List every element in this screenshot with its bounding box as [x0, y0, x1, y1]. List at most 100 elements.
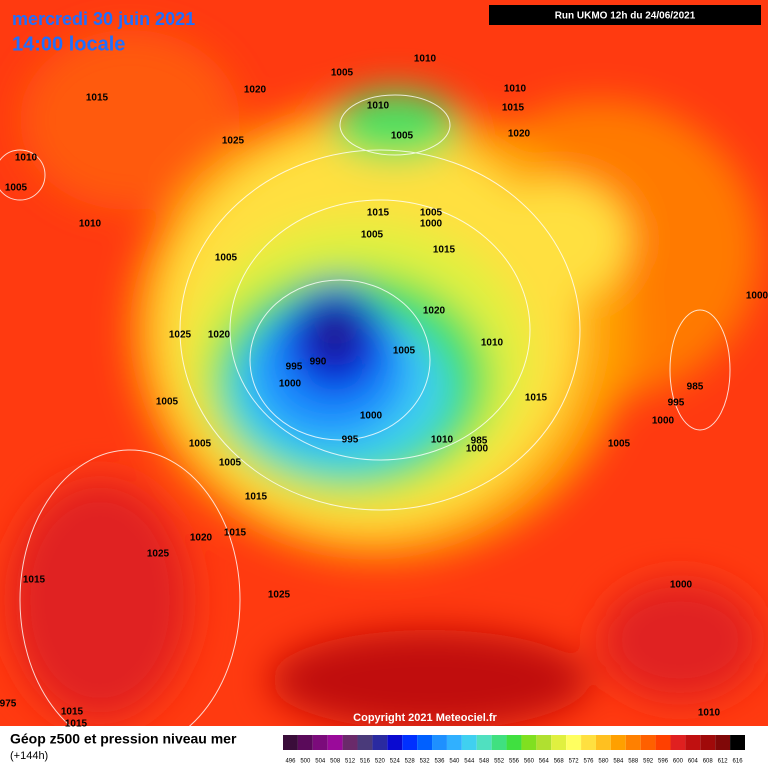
legend-swatch — [312, 735, 328, 750]
isobar-label: 1015 — [502, 103, 525, 114]
legend-swatch — [446, 735, 462, 750]
isobar-label: 1015 — [65, 719, 88, 730]
isobar-label: 985 — [471, 436, 488, 447]
legend-label: 528 — [405, 759, 416, 765]
legend-swatch — [402, 735, 418, 750]
legend-label: 532 — [420, 759, 431, 765]
isobar-label: 1005 — [361, 230, 384, 241]
legend-swatch — [432, 735, 447, 750]
date: mercredi 30 juin 2021 — [12, 9, 195, 29]
legend-swatch — [730, 735, 745, 750]
isobar-label: 1015 — [367, 208, 390, 219]
legend-label: 616 — [733, 759, 744, 765]
legend-label: 576 — [584, 759, 595, 765]
isobar-label: 1015 — [433, 245, 456, 256]
isobar-label: 1005 — [393, 346, 416, 357]
legend-swatch — [417, 735, 433, 750]
isobar-label: 990 — [310, 357, 327, 368]
isobar-label: 1005 — [156, 397, 179, 408]
isobar-label: 1005 — [215, 253, 238, 264]
legend-label: 556 — [509, 759, 520, 765]
legend-label: 596 — [658, 759, 669, 765]
isobar-label: 1020 — [244, 85, 267, 96]
isobar-label: 1005 — [391, 131, 414, 142]
legend-label: 572 — [569, 759, 580, 765]
legend-swatch — [670, 735, 686, 750]
isobar-label: 1015 — [525, 393, 548, 404]
legend-label: 580 — [598, 759, 609, 765]
legend-swatch — [342, 735, 358, 750]
legend-swatch — [700, 735, 716, 750]
legend-label: 588 — [628, 759, 639, 765]
legend-swatch — [476, 735, 492, 750]
legend-label: 536 — [434, 759, 445, 765]
isobar-label: 995 — [286, 362, 303, 373]
legend-label: 584 — [613, 759, 624, 765]
legend-label: 604 — [688, 759, 699, 765]
legend-label: 612 — [718, 759, 729, 765]
isobar-label: 1015 — [224, 528, 247, 539]
legend-swatch — [640, 735, 656, 750]
isobar-label: 1000 — [420, 219, 443, 230]
isobar-label: 1005 — [331, 68, 354, 79]
legend-label: 608 — [703, 759, 714, 765]
isobar-label: 1010 — [431, 435, 454, 446]
legend-swatch — [283, 735, 298, 750]
legend-label: 540 — [449, 759, 460, 765]
legend-label: 524 — [390, 759, 401, 765]
legend-swatch — [715, 735, 731, 750]
isobar-label: 1020 — [190, 533, 213, 544]
legend-swatch — [566, 735, 582, 750]
legend-swatch — [655, 735, 671, 750]
isobar-label: 1010 — [481, 338, 504, 349]
isobar-label: 1015 — [61, 707, 84, 718]
legend-swatch — [595, 735, 611, 750]
isobar-label: 1005 — [189, 439, 212, 450]
legend-swatch — [372, 735, 388, 750]
legend-label: 512 — [345, 759, 356, 765]
isobar-label: 1000 — [652, 416, 675, 427]
isobar-label: 1020 — [508, 129, 531, 140]
legend-swatch — [387, 735, 403, 750]
legend-label: 560 — [524, 759, 535, 765]
isobar-label: 1010 — [414, 54, 437, 65]
legend-swatch — [536, 735, 552, 750]
isobar-label: 1000 — [670, 580, 693, 591]
isobar-label: 1000 — [279, 379, 302, 390]
isobar-label: 975 — [0, 699, 17, 710]
run-info: Run UKMO 12h du 24/06/2021 — [555, 11, 696, 22]
isobar-label: 985 — [687, 382, 704, 393]
legend-swatch — [581, 735, 596, 750]
legend-swatch — [521, 735, 537, 750]
isobar-label: 1010 — [698, 708, 721, 719]
legend-swatch — [685, 735, 701, 750]
isobar-label: 1025 — [147, 549, 170, 560]
run-box — [489, 5, 761, 25]
legend-label: 552 — [494, 759, 505, 765]
isobar-label: 1015 — [245, 492, 268, 503]
legend-label: 564 — [539, 759, 550, 765]
legend-swatch — [491, 735, 507, 750]
legend-swatch — [461, 735, 477, 750]
isobar-label: 1020 — [423, 306, 446, 317]
isobar-label: 995 — [668, 398, 685, 409]
isobar-label: 1025 — [222, 136, 245, 147]
legend-label: 568 — [554, 759, 565, 765]
legend-label: 508 — [330, 759, 341, 765]
isobar-label: 1005 — [219, 458, 242, 469]
legend-swatch — [297, 735, 313, 750]
legend-label: 600 — [673, 759, 684, 765]
isobar-label: 1010 — [367, 101, 390, 112]
legend-label: 544 — [464, 759, 475, 765]
legend-swatch — [610, 735, 626, 750]
local-time: 14:00 locale — [12, 33, 125, 55]
isobar-label: 1000 — [746, 291, 768, 302]
isobar-label: 1005 — [608, 439, 631, 450]
isobar-label: 1010 — [504, 84, 527, 95]
forecast-lead: (+144h) — [10, 750, 48, 762]
isobar-label: 1025 — [169, 330, 192, 341]
legend-swatch — [327, 735, 343, 750]
isobar-label: 995 — [342, 435, 359, 446]
isobar-label: 1015 — [23, 575, 46, 586]
